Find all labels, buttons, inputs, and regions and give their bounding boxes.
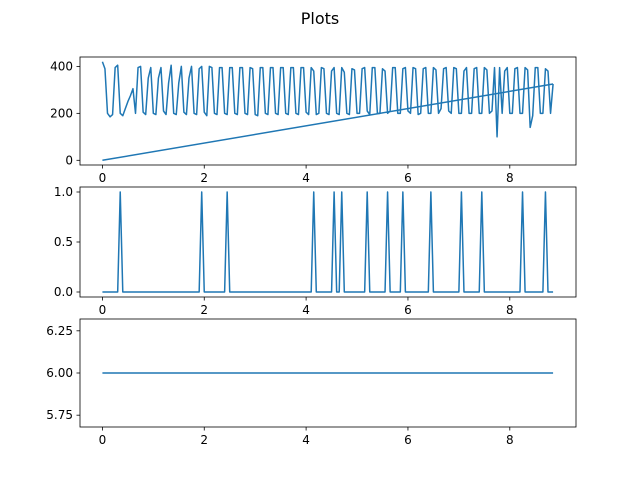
x-tick-label: 6 [404, 303, 412, 317]
x-tick-label: 2 [200, 171, 208, 185]
x-tick-label: 4 [302, 433, 310, 447]
y-tick-label: 6.25 [46, 324, 73, 338]
x-tick-label: 6 [404, 171, 412, 185]
x-tick-label: 2 [200, 433, 208, 447]
y-tick-label: 0.0 [54, 285, 73, 299]
y-tick-label: 5.75 [46, 408, 73, 422]
subplot-bottom: 0 2 4 6 8 5.75 6.00 6.25 [46, 318, 577, 447]
series-line-1 [102, 83, 554, 162]
x-tick-label: 0 [99, 433, 107, 447]
subplot-top: 0 2 4 6 8 0 200 400 [50, 56, 577, 185]
y-tick-label: 0 [65, 153, 73, 167]
y-tick-label: 6.00 [46, 366, 73, 380]
y-tick-label: 200 [50, 106, 73, 120]
x-tick-label: 6 [404, 433, 412, 447]
x-tick-label: 8 [506, 433, 514, 447]
x-tick-label: 4 [302, 171, 310, 185]
y-tick-label: 0.5 [54, 235, 73, 249]
series-line-0 [101, 61, 554, 138]
x-tick-label: 0 [99, 303, 107, 317]
x-tick-label: 0 [99, 171, 107, 185]
axes-frame [79, 56, 577, 166]
y-tick-label: 1.0 [54, 185, 73, 199]
y-tick-label: 400 [50, 59, 73, 73]
x-tick-label: 4 [302, 303, 310, 317]
x-tick-label: 8 [506, 171, 514, 185]
figure-title: Plots [301, 9, 340, 28]
x-tick-label: 2 [200, 303, 208, 317]
subplot-middle: 0 2 4 6 8 0.0 0.5 1.0 [54, 185, 577, 317]
x-tick-label: 8 [506, 303, 514, 317]
series-line-0 [102, 191, 554, 293]
